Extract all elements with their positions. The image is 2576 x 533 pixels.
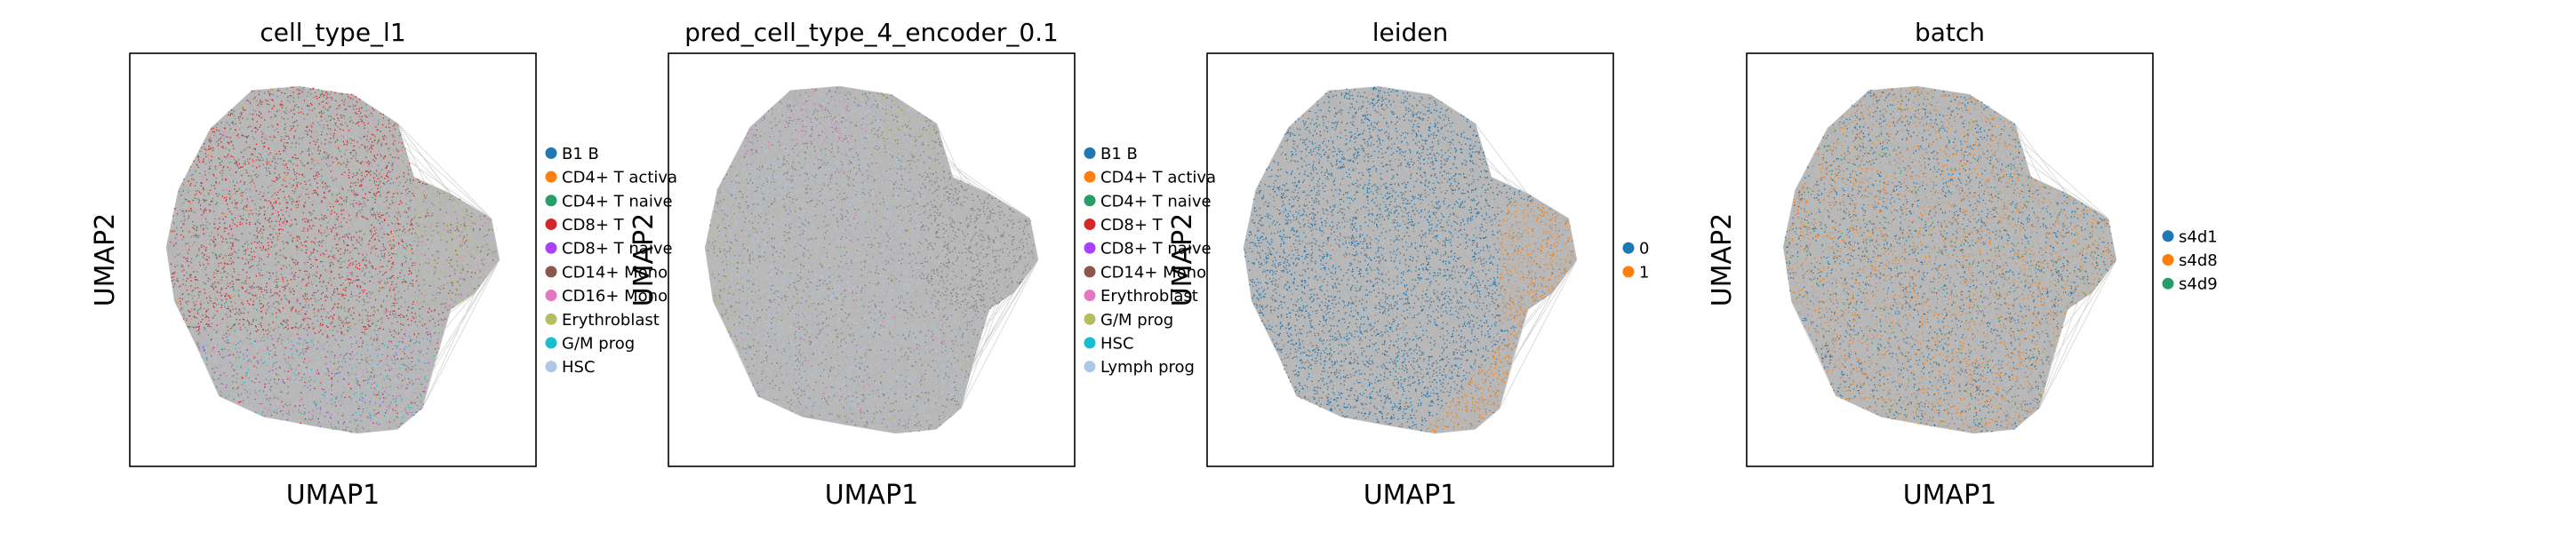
legend: B1 B CD4+ T activa CD4+ T naive CD8+ T CD8+ … — [1084, 145, 1216, 377]
legend-marker — [1622, 242, 1635, 254]
legend-label: G/M prog — [1100, 311, 1173, 330]
panel-title: batch — [1915, 18, 1985, 47]
umap-panel-1: cell_type_l1 UMAP1 UMAP2 B1 B CD4+ T activa C… — [90, 18, 677, 511]
legend: s4d1 s4d8 s4d9 — [2162, 227, 2218, 294]
legend-label: CD8+ T — [1100, 216, 1164, 235]
legend-marker — [545, 337, 557, 349]
scatter-points — [708, 87, 1036, 434]
legend-marker — [1084, 337, 1096, 349]
legend-marker — [545, 195, 557, 207]
x-axis-label: UMAP1 — [1903, 480, 1997, 511]
legend-label: Lymph prog — [1100, 358, 1195, 377]
x-axis-label: UMAP1 — [286, 480, 380, 511]
legend: B1 B CD4+ T activa CD4+ T naive CD8+ T CD8+ … — [545, 145, 677, 377]
panel-title: leiden — [1372, 18, 1449, 47]
legend-label: CD14+ Mono — [562, 263, 668, 282]
scatter-points — [1244, 86, 1533, 432]
legend-marker — [545, 266, 557, 278]
plot-frame — [1206, 52, 1614, 467]
panel-title: pred_cell_type_4_encoder_0.1 — [684, 18, 1059, 47]
legend-marker — [1084, 218, 1096, 230]
legend-marker — [1084, 242, 1096, 254]
umap-panel-2: pred_cell_type_4_encoder_0.1UMAP1UMAP2B1… — [628, 18, 1216, 511]
legend-marker — [545, 242, 557, 254]
legend-label: HSC — [562, 358, 596, 377]
legend-marker — [1084, 361, 1096, 373]
knn-edges — [704, 85, 1039, 434]
y-axis-label: UMAP2 — [1707, 213, 1738, 307]
legend-marker — [545, 313, 557, 325]
legend-label: HSC — [1100, 334, 1134, 353]
legend-marker — [2162, 254, 2174, 266]
knn-edges — [1243, 85, 1578, 434]
legend-label: 0 — [1639, 240, 1649, 259]
legend-label: s4d8 — [2179, 251, 2218, 270]
legend-marker — [1622, 266, 1635, 278]
legend-marker — [1084, 290, 1096, 302]
legend-label: 1 — [1639, 263, 1649, 282]
legend-label: CD16+ Mono — [562, 287, 668, 306]
legend-marker — [545, 171, 557, 183]
legend-marker — [2162, 277, 2174, 290]
y-axis-label: UMAP2 — [90, 213, 121, 307]
y-axis-label: UMAP2 — [1167, 213, 1198, 307]
plot-frame — [668, 52, 1076, 467]
umap-panel-4: batch UMAP1 UMAP2 s4d1 s4d8 s4d9 — [1707, 18, 2218, 511]
legend-label: B1 B — [562, 145, 599, 163]
knn-edges — [165, 85, 500, 434]
legend-marker — [1084, 266, 1096, 278]
legend-label: s4d1 — [2179, 227, 2218, 246]
legend-label: CD8+ T — [562, 216, 625, 235]
knn-edges — [1782, 85, 2117, 434]
legend-marker — [545, 147, 557, 159]
legend-label: Erythroblast — [1100, 287, 1198, 306]
legend-label: CD4+ T naive — [1100, 192, 1212, 211]
legend-label: s4d9 — [2179, 275, 2218, 294]
legend-label: CD4+ T activa — [562, 169, 677, 187]
legend-label: CD4+ T activa — [1100, 169, 1216, 187]
legend-label: G/M prog — [562, 334, 635, 353]
legend-marker — [1084, 313, 1096, 325]
plot-frame — [1746, 52, 2154, 467]
legend-marker — [545, 218, 557, 230]
legend-marker — [1084, 171, 1096, 183]
x-axis-label: UMAP1 — [825, 480, 919, 511]
legend-marker — [545, 290, 557, 302]
legend-label: Erythroblast — [562, 311, 660, 330]
legend-label: CD14+ Mono — [1100, 263, 1206, 282]
legend: 01 — [1622, 240, 1649, 282]
legend-marker — [2162, 230, 2174, 243]
legend-label: CD8+ T naive — [1100, 240, 1212, 259]
legend-label: B1 B — [1100, 145, 1138, 163]
legend-marker — [545, 361, 557, 373]
x-axis-label: UMAP1 — [1364, 480, 1458, 511]
y-axis-label: UMAP2 — [628, 213, 660, 307]
legend-label: CD8+ T naive — [562, 240, 673, 259]
plot-frame — [129, 52, 537, 467]
panel-title: cell_type_l1 — [260, 18, 405, 47]
legend-marker — [1084, 147, 1096, 159]
legend-marker — [1084, 195, 1096, 207]
legend-label: CD4+ T naive — [562, 192, 673, 211]
